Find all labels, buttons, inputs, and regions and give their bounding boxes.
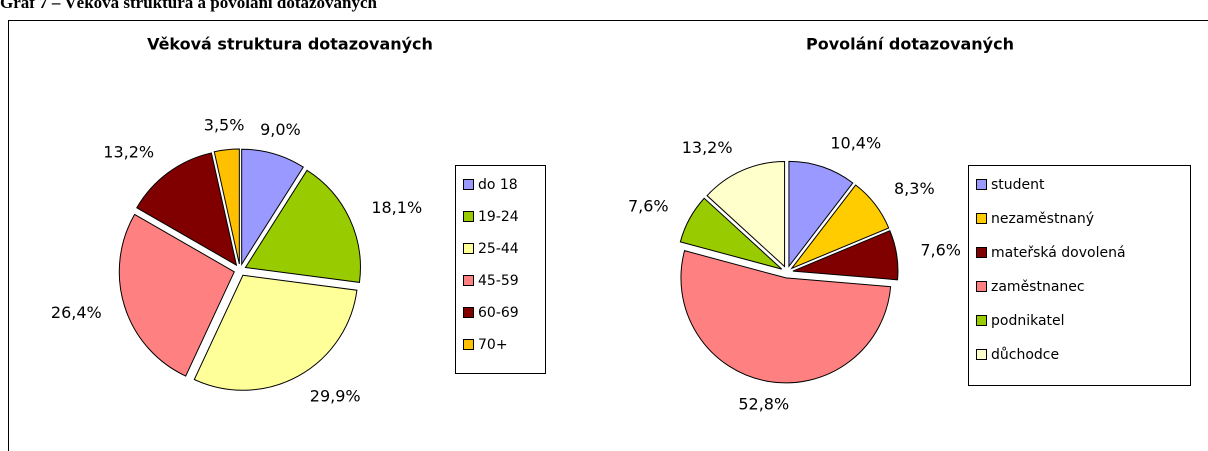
pie-slice	[241, 148, 304, 266]
pie-slice	[788, 160, 854, 268]
legend-label: 45-59	[478, 273, 519, 289]
legend-swatch	[463, 307, 474, 318]
pie-slice	[790, 184, 890, 270]
pie-slice	[244, 169, 361, 283]
legend-label: do 18	[478, 177, 518, 193]
legend-label: podnikatel	[991, 313, 1065, 329]
legend-swatch	[976, 349, 987, 360]
pie-slice	[679, 197, 783, 270]
legend-swatch	[976, 179, 987, 190]
legend-swatch	[463, 275, 474, 286]
chart-frame	[8, 20, 1208, 451]
pie-slice	[680, 250, 892, 384]
chart-title: Věková struktura dotazovaných	[147, 35, 433, 54]
data-label: 8,3%	[894, 179, 935, 198]
legend-swatch	[463, 211, 474, 222]
legend-label: mateřská dovolená	[991, 245, 1126, 261]
legend-label: student	[991, 177, 1045, 193]
pie-slice	[792, 230, 899, 281]
pie-slice	[118, 213, 235, 377]
data-label: 18,1%	[371, 198, 422, 217]
legend-label: zaměstnanec	[991, 279, 1085, 295]
legend-label: 25-44	[478, 241, 519, 257]
chart-title: Povolání dotazovaných	[806, 35, 1014, 54]
legend-swatch	[463, 179, 474, 190]
legend-label: nezaměstnaný	[991, 211, 1094, 227]
data-label: 13,2%	[682, 138, 733, 157]
legend-label: 70+	[478, 337, 508, 353]
caption: Graf 7 – Věková struktura a povolání dot…	[0, 0, 378, 12]
legend-swatch	[463, 243, 474, 254]
legend-swatch	[976, 281, 987, 292]
data-label: 10,4%	[830, 134, 881, 153]
legend-label: 19-24	[478, 209, 519, 225]
data-label: 26,4%	[51, 303, 102, 322]
pie-slice	[136, 152, 238, 267]
pie-slice	[193, 274, 358, 391]
data-label: 52,8%	[738, 394, 789, 413]
data-label: 13,2%	[103, 143, 154, 162]
pie-slice	[213, 148, 240, 265]
legend-swatch	[463, 339, 474, 350]
legend-box	[455, 165, 546, 374]
legend-swatch	[976, 315, 987, 326]
legend-box	[968, 165, 1191, 386]
legend-label: důchodce	[991, 347, 1059, 363]
data-label: 7,6%	[628, 197, 669, 216]
data-label: 9,0%	[260, 120, 301, 139]
data-label: 7,6%	[920, 241, 961, 260]
pie-slice	[706, 161, 786, 268]
legend-swatch	[976, 213, 987, 224]
data-label: 29,9%	[310, 387, 361, 406]
data-label: 3,5%	[204, 115, 245, 134]
legend-swatch	[976, 247, 987, 258]
legend-label: 60-69	[478, 305, 519, 321]
